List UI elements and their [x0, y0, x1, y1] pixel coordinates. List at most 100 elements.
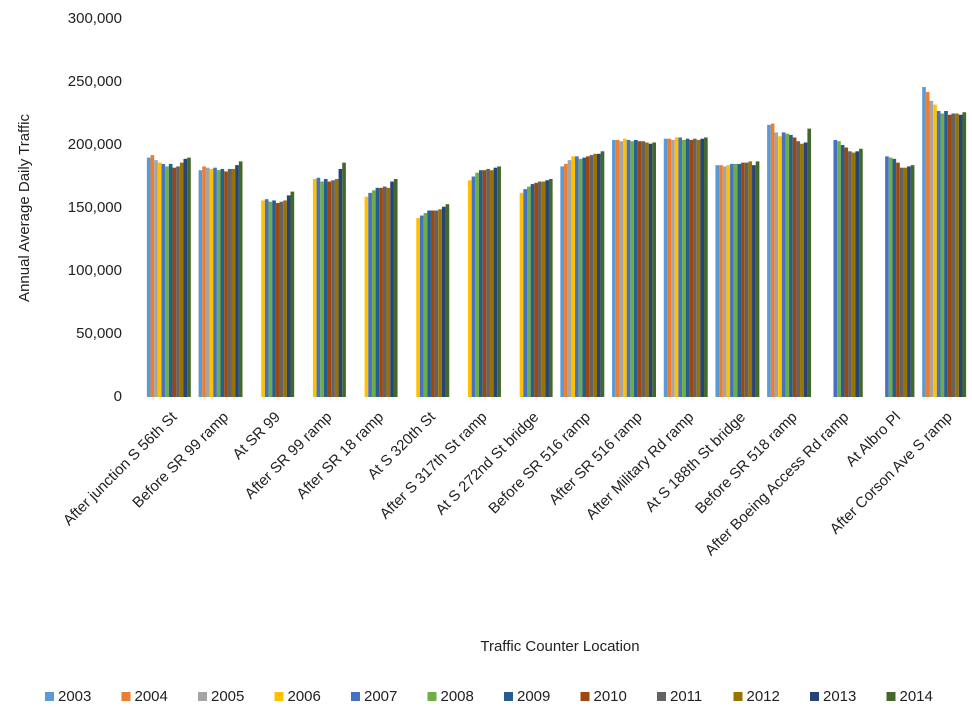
bar	[955, 113, 959, 397]
bar	[146, 157, 151, 397]
bar	[541, 181, 546, 397]
bar	[575, 156, 579, 397]
bar	[837, 141, 841, 397]
y-tick-label: 300,000	[68, 10, 122, 27]
bar	[238, 161, 243, 397]
bar	[213, 167, 217, 397]
legend-swatch	[810, 692, 819, 701]
bar	[416, 218, 420, 397]
x-tick-label: Before SR 518 ramp	[692, 409, 801, 518]
bar	[471, 176, 476, 397]
bar	[774, 132, 779, 397]
bar	[844, 147, 849, 397]
bar	[925, 92, 930, 397]
bar	[224, 171, 228, 397]
bar	[548, 179, 553, 397]
bar	[958, 114, 963, 397]
bar	[600, 151, 605, 397]
bar	[892, 158, 897, 397]
x-tick-label: Before SR 516 ramp	[485, 409, 594, 518]
bar	[227, 168, 232, 397]
bar	[445, 204, 450, 397]
legend-label: 2004	[135, 688, 168, 705]
bar	[220, 168, 225, 397]
legend-label: 2012	[747, 688, 780, 705]
bar	[430, 210, 435, 397]
legend-swatch	[351, 692, 360, 701]
legend-label: 2010	[594, 688, 627, 705]
x-tick-label: Before SR 99 ramp	[129, 409, 232, 512]
bar	[530, 184, 535, 397]
bar	[537, 181, 542, 397]
bar	[371, 190, 376, 397]
bar	[807, 128, 812, 397]
legend-swatch	[121, 692, 131, 701]
bar	[755, 161, 760, 397]
bar	[803, 142, 808, 397]
bar	[157, 162, 162, 397]
x-tick-label: After SR 99 ramp	[242, 409, 336, 503]
bar	[571, 156, 576, 397]
bar	[467, 180, 472, 397]
bar	[231, 168, 236, 397]
bar	[903, 167, 908, 397]
bar	[582, 157, 587, 397]
bar	[209, 168, 214, 397]
bar	[899, 167, 904, 397]
bar	[327, 181, 332, 397]
bar	[907, 166, 911, 397]
bar	[778, 136, 782, 397]
bar	[671, 139, 675, 397]
bar	[202, 166, 206, 397]
bar	[268, 201, 273, 397]
bar	[851, 152, 856, 397]
bar	[290, 191, 295, 397]
bar	[493, 167, 498, 397]
bar	[165, 166, 169, 397]
bar	[482, 170, 487, 397]
legend-swatch	[504, 692, 513, 701]
bar	[693, 138, 697, 397]
bar	[427, 210, 431, 397]
bar	[896, 162, 900, 397]
bar	[726, 165, 731, 397]
bar	[940, 113, 945, 397]
bar	[368, 192, 372, 397]
bar	[593, 153, 597, 397]
y-tick-label: 0	[114, 388, 122, 405]
bar	[393, 179, 398, 397]
bar	[560, 166, 565, 397]
bar	[933, 104, 937, 398]
bar	[179, 162, 184, 397]
bar	[320, 181, 324, 397]
x-axis-label: Traffic Counter Location	[480, 638, 639, 655]
bar	[663, 138, 668, 397]
bar	[770, 123, 775, 397]
bar	[648, 143, 653, 397]
legend-label: 2006	[288, 688, 321, 705]
bar	[312, 179, 317, 397]
bar	[641, 141, 646, 397]
bar	[781, 132, 786, 397]
bar	[715, 165, 720, 397]
bar	[176, 166, 180, 397]
legend-swatch	[733, 692, 743, 701]
bar	[730, 163, 734, 397]
x-tick-label: After SR 516 ramp	[546, 409, 646, 509]
y-tick-label: 100,000	[68, 262, 122, 279]
bar	[855, 151, 860, 397]
bar	[626, 139, 631, 397]
bar	[833, 139, 838, 397]
bar	[150, 155, 155, 397]
bar	[486, 168, 490, 397]
legend-swatch	[886, 692, 896, 701]
bar	[441, 206, 446, 397]
legend-swatch	[580, 692, 590, 701]
bar	[523, 189, 527, 397]
bar	[615, 139, 620, 397]
bar	[564, 163, 568, 397]
bar	[154, 160, 158, 397]
bar	[331, 180, 335, 397]
bar	[323, 179, 328, 397]
